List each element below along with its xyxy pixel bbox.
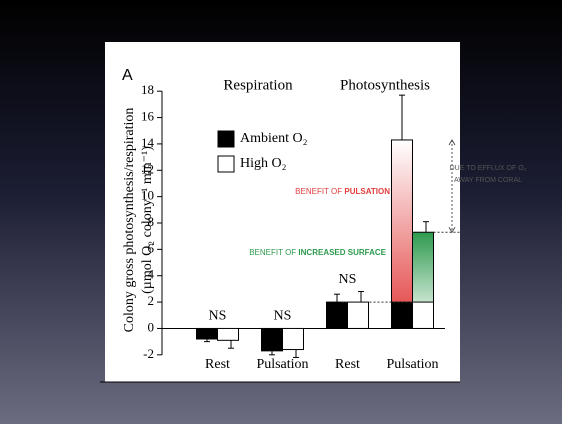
x-tick-label: Pulsation	[256, 357, 308, 372]
y-tick-label: -2	[143, 346, 154, 361]
bar	[196, 327, 218, 340]
y-label: (µmol O₂ colony⁻¹ min⁻¹)	[140, 146, 155, 294]
annotation-text: PULSATION	[344, 187, 390, 196]
legend-label: Ambient O₂	[240, 131, 308, 146]
annotation-text: BENEFIT OF	[249, 248, 298, 257]
annotation: BENEFIT OF PULSATION	[295, 187, 390, 196]
x-tick-label: Rest	[205, 357, 230, 372]
y-tick-label: 14	[141, 135, 155, 150]
y-tick-label: 0	[148, 319, 155, 334]
legend-label: High O₂	[240, 156, 287, 171]
annotation: AWAY FROM CORAL	[454, 177, 522, 184]
annotation-text: INCREASED SURFACE	[298, 248, 386, 257]
y-tick-label: 8	[148, 214, 155, 229]
bar	[217, 327, 239, 341]
y-tick-label: 4	[148, 267, 155, 282]
bar	[261, 327, 283, 352]
annotation: BENEFIT OF INCREASED SURFACE	[249, 248, 386, 257]
bar-base	[412, 301, 434, 329]
legend-swatch	[217, 130, 235, 148]
bar	[282, 327, 304, 351]
bar-base	[391, 301, 413, 329]
group-label: Photosynthesis	[340, 77, 430, 93]
x-tick-label: Pulsation	[386, 357, 438, 372]
annotation-text: BENEFIT OF	[295, 187, 344, 196]
ns-label: NS	[274, 309, 292, 324]
x-tick-label: Rest	[335, 357, 360, 372]
arrow-head	[448, 138, 456, 146]
bar	[347, 301, 369, 329]
bar	[391, 139, 413, 329]
y-tick-label: 6	[148, 240, 155, 255]
legend-swatch	[217, 155, 235, 173]
y-tick-label: 16	[141, 109, 155, 124]
y-tick-label: 12	[141, 161, 154, 176]
y-tick-label: 2	[148, 293, 155, 308]
panel-label: A	[122, 67, 133, 84]
arrow-head	[448, 226, 456, 234]
annotation: DUE TO EFFLUX OF O₂	[450, 165, 527, 172]
bar	[326, 301, 348, 329]
y-tick-label: 10	[141, 188, 154, 203]
group-label: Respiration	[223, 77, 293, 93]
y-label: Colony gross photosynthesis/respiration	[122, 108, 137, 333]
ns-label: NS	[209, 309, 227, 324]
y-tick-label: 18	[141, 82, 154, 97]
ns-label: NS	[339, 272, 357, 287]
